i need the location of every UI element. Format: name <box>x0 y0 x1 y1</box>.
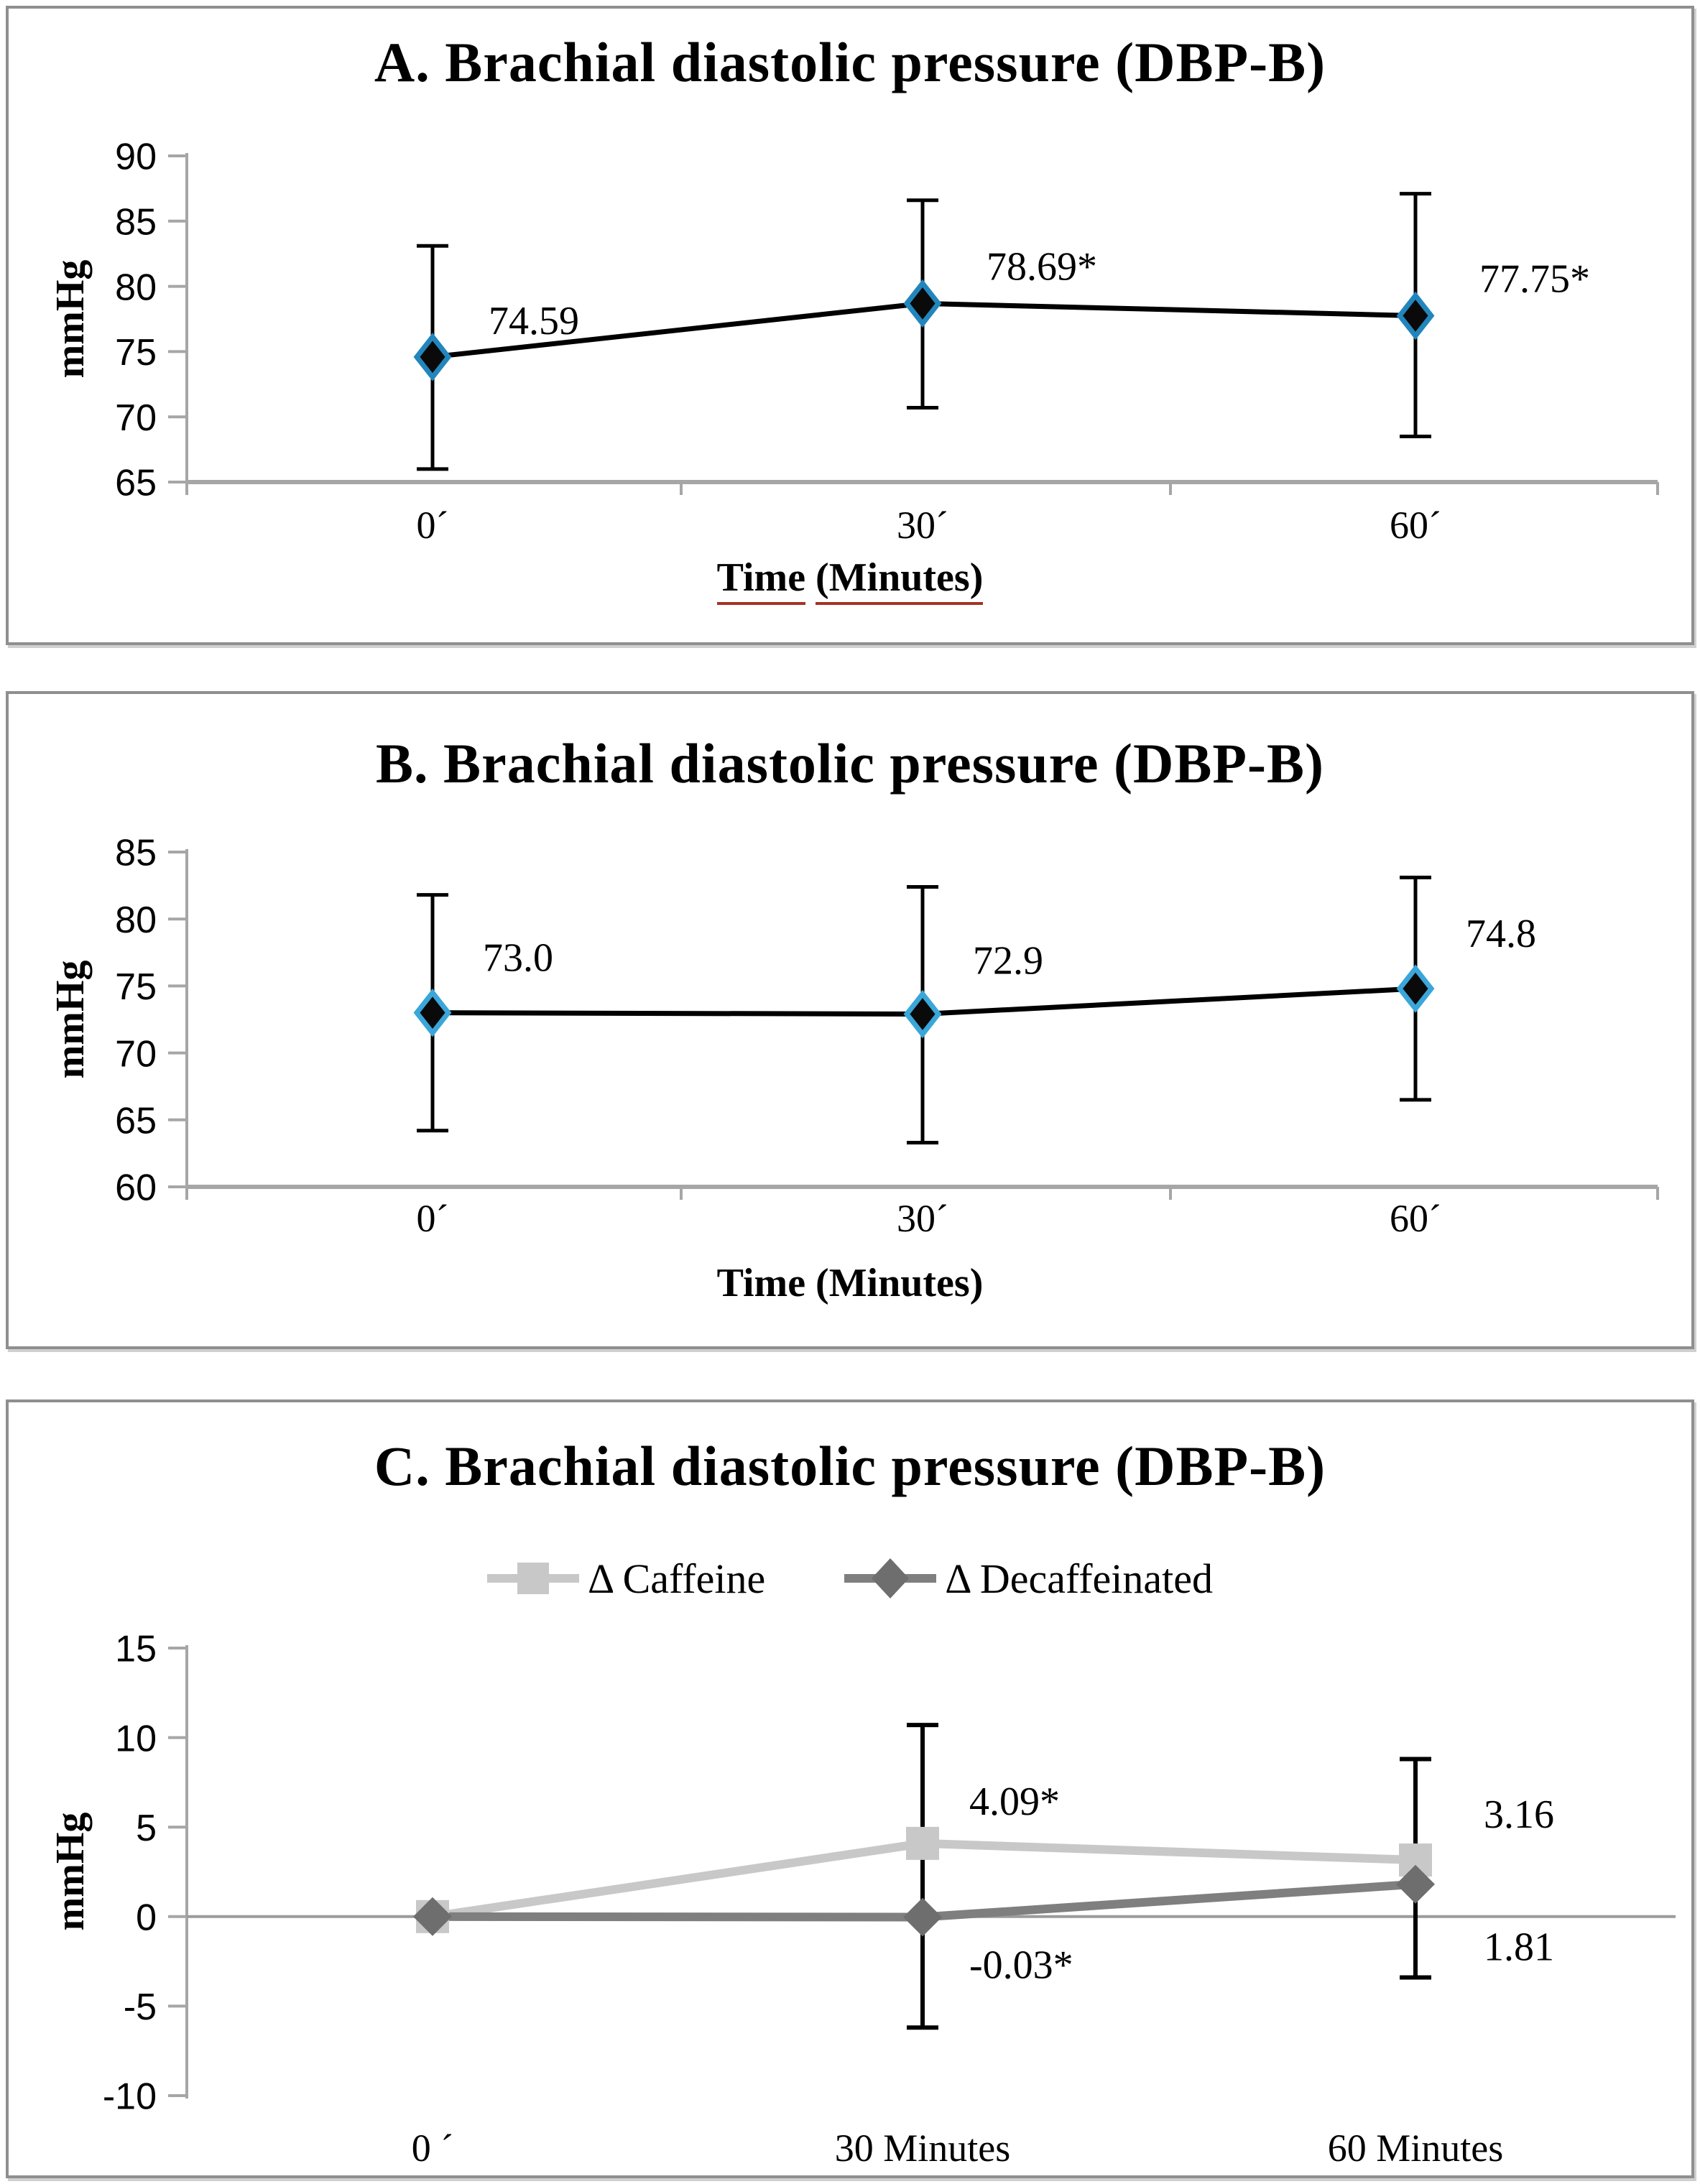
y-tick-label: 70 <box>115 1033 157 1075</box>
data-point-marker <box>1396 1864 1435 1904</box>
y-tick-label: 5 <box>136 1808 157 1849</box>
x-axis-label-word: (Minutes) <box>816 555 984 605</box>
legend-item-decaffeinated: Δ Decaffeinated <box>844 1553 1213 1604</box>
data-point-marker <box>413 333 452 381</box>
data-point-label: 77.75* <box>1479 256 1590 301</box>
data-point-label: 74.8 <box>1466 912 1536 956</box>
chart-title-a: A. Brachial diastolic pressure (DBP-B) <box>374 31 1326 93</box>
legend-square <box>517 1563 549 1594</box>
data-point-label: -0.03* <box>969 1943 1073 1988</box>
chart-panel-c: 15 10 5 0 -5 -10 0 ´ 30 Minutes 60 Minutes 4.09* 3… <box>6 1399 1694 2178</box>
legend: Δ Caffeine Δ Decaffeinated <box>9 1553 1691 1604</box>
x-category-label: 0 ´ <box>412 2127 453 2170</box>
caffeine-square-marker-icon <box>487 1553 579 1604</box>
data-point-marker <box>903 279 942 328</box>
y-tick-label: 90 <box>115 136 157 178</box>
y-tick-label: 75 <box>115 332 157 374</box>
y-tick-label: 80 <box>115 899 157 941</box>
x-axis-label-word: Time <box>716 555 806 605</box>
data-point-marker <box>903 1897 942 1937</box>
data-point-marker <box>903 989 942 1039</box>
data-point-marker <box>413 1897 452 1936</box>
y-tick-label: 60 <box>115 1167 157 1209</box>
x-category-label: 60´ <box>1390 504 1441 547</box>
legend-label-decaffeinated: Δ Decaffeinated <box>945 1555 1213 1602</box>
y-tick-label: 65 <box>115 1101 157 1142</box>
chart-title-c: C. Brachial diastolic pressure (DBP-B) <box>374 1435 1326 1497</box>
y-tick-label: 80 <box>115 267 157 308</box>
plot-area-a: 90 85 80 75 70 65 0´ 30´ 60´ 74.59 78.69* 77.75* <box>115 136 1659 547</box>
decaffeinated-diamond-marker-icon <box>844 1553 937 1604</box>
y-axis-label-c: mmHg <box>48 1812 93 1931</box>
data-point-marker <box>1396 291 1435 341</box>
legend-diamond <box>872 1558 910 1598</box>
y-axis-label-a: mmHg <box>48 259 93 379</box>
x-category-label: 30´ <box>897 1197 948 1240</box>
y-tick-label: 0 <box>136 1897 157 1939</box>
legend-label-caffeine: Δ Caffeine <box>588 1555 766 1602</box>
x-category-label: 60 Minutes <box>1328 2127 1504 2170</box>
y-tick-label: 10 <box>115 1718 157 1759</box>
x-axis-label-a: Time (Minutes) <box>9 555 1691 605</box>
plot-area-b: 85 80 75 70 65 60 0´ 30´ 60´ 73.0 72.9 74.8 <box>115 833 1659 1240</box>
data-point-marker <box>1396 964 1435 1013</box>
data-point-label: 78.69* <box>987 244 1097 289</box>
data-point-label: 73.0 <box>483 936 553 981</box>
x-category-label: 30 Minutes <box>835 2127 1011 2170</box>
data-point-marker <box>906 1826 939 1860</box>
y-tick-label: 15 <box>115 1629 157 1670</box>
y-tick-label: 85 <box>115 833 157 874</box>
y-tick-label: 75 <box>115 966 157 1008</box>
y-tick-label: 85 <box>115 202 157 244</box>
chart-panel-a: 90 85 80 75 70 65 0´ 30´ 60´ 74.59 78.69* 77.75* A.… <box>6 6 1694 645</box>
plot-area-c: 15 10 5 0 -5 -10 0 ´ 30 Minutes 60 Minutes 4.09* 3… <box>103 1629 1676 2170</box>
data-point-label: 74.59 <box>489 299 579 343</box>
x-category-label: 0´ <box>417 1197 449 1240</box>
y-tick-label: 70 <box>115 397 157 439</box>
data-point-label: 4.09* <box>969 1780 1060 1824</box>
data-point-label: 72.9 <box>973 939 1043 984</box>
y-tick-label: 65 <box>115 463 157 504</box>
legend-item-caffeine: Δ Caffeine <box>487 1553 765 1604</box>
x-category-label: 30´ <box>897 504 948 547</box>
x-axis-label-text: Time (Minutes) <box>716 1261 984 1305</box>
x-axis-label-b: Time (Minutes) <box>9 1260 1691 1306</box>
x-category-label: 0´ <box>417 504 449 547</box>
y-tick-label: -10 <box>103 2076 157 2118</box>
y-axis-label-b: mmHg <box>48 960 93 1079</box>
x-category-label: 60´ <box>1390 1197 1441 1240</box>
y-tick-label: -5 <box>124 1986 157 2028</box>
data-point-label: 3.16 <box>1484 1792 1554 1837</box>
chart-panel-b: 85 80 75 70 65 60 0´ 30´ 60´ 73.0 72.9 74.8 B. Brac… <box>6 691 1694 1349</box>
chart-title-b: B. Brachial diastolic pressure (DBP-B) <box>376 732 1324 795</box>
data-point-marker <box>413 989 452 1037</box>
data-point-label: 1.81 <box>1484 1925 1554 1970</box>
